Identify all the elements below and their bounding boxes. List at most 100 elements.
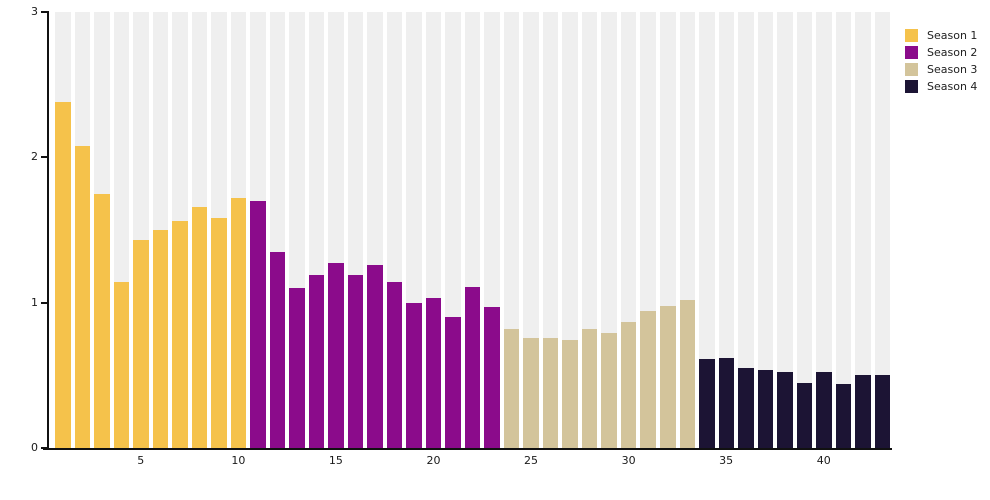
bar (601, 333, 617, 448)
bar (406, 302, 422, 448)
bar (289, 288, 305, 448)
background-band (484, 12, 500, 448)
bar (757, 369, 774, 448)
bar (796, 382, 813, 448)
bar (386, 282, 403, 448)
background-band (328, 12, 344, 448)
background-band (55, 12, 71, 448)
legend-item: Season 3 (905, 61, 977, 78)
bar (328, 263, 344, 448)
background-band (211, 12, 227, 448)
legend: Season 1 Season 2 Season 3 Season 4 (905, 27, 977, 95)
background-band (464, 12, 481, 448)
bar (874, 375, 891, 448)
legend-swatch (905, 29, 918, 42)
bar (211, 218, 227, 448)
background-band (718, 12, 735, 448)
background-band (503, 12, 520, 448)
background-band (367, 12, 383, 448)
bar (620, 321, 637, 448)
x-tick-label: 30 (621, 454, 636, 467)
background-band (874, 12, 891, 448)
bar (835, 384, 852, 448)
background-band (74, 12, 91, 448)
bar (659, 305, 676, 448)
x-tick-label: 5 (137, 454, 145, 467)
bar (191, 206, 208, 448)
bar (55, 102, 71, 448)
background-band (738, 12, 754, 448)
background-band (133, 12, 149, 448)
background-band (816, 12, 832, 448)
background-band (406, 12, 422, 448)
x-tick-label: 25 (524, 454, 539, 467)
legend-swatch (905, 80, 918, 93)
background-band (699, 12, 715, 448)
bar (94, 193, 110, 448)
bar (816, 372, 832, 448)
legend-item: Season 4 (905, 78, 977, 95)
bar-slots (53, 12, 892, 448)
background-band (835, 12, 852, 448)
legend-swatch (905, 46, 918, 59)
bar (679, 299, 696, 448)
background-band (191, 12, 208, 448)
background-band (94, 12, 110, 448)
background-band (855, 12, 871, 448)
y-tick-label: 1 (31, 295, 38, 309)
background-band (445, 12, 461, 448)
background-band (308, 12, 325, 448)
background-band (523, 12, 539, 448)
y-tick-label: 3 (31, 5, 38, 18)
background-band (152, 12, 169, 448)
background-band (620, 12, 637, 448)
x-tick-label: 40 (816, 454, 831, 467)
legend-label: Season 1 (927, 29, 978, 42)
y-tick-mark (41, 156, 48, 159)
bar (113, 282, 130, 448)
background-band (562, 12, 578, 448)
bar (464, 286, 481, 448)
legend-label: Season 3 (927, 63, 978, 76)
x-axis-line (43, 448, 892, 450)
legend-swatch (905, 63, 918, 76)
bar (425, 298, 442, 448)
background-band (777, 12, 793, 448)
bar (523, 337, 539, 448)
background-band (425, 12, 442, 448)
legend-item: Season 2 (905, 44, 977, 61)
background-band (113, 12, 130, 448)
bar (250, 200, 266, 448)
background-band (542, 12, 559, 448)
bar (640, 311, 656, 448)
legend-item: Season 1 (905, 27, 977, 44)
y-tick-label: 0 (31, 441, 38, 454)
bar (542, 337, 559, 448)
legend-label: Season 4 (927, 80, 978, 93)
y-tick-mark (41, 11, 48, 13)
bar (718, 357, 735, 448)
background-band (269, 12, 286, 448)
background-band (659, 12, 676, 448)
x-tick-label: 15 (328, 454, 343, 467)
x-tick-label: 10 (231, 454, 246, 467)
background-band (601, 12, 617, 448)
bar (269, 251, 286, 448)
bar (581, 328, 598, 448)
y-axis-line (47, 11, 49, 450)
legend-label: Season 2 (927, 46, 978, 59)
bar (172, 221, 188, 448)
bar (445, 317, 461, 448)
y-tick-mark (41, 301, 48, 304)
plot-area (53, 12, 892, 448)
bar (855, 375, 871, 448)
bar (74, 145, 91, 448)
bar (699, 359, 715, 448)
bar (230, 198, 247, 448)
bar (562, 340, 578, 448)
bar (308, 275, 325, 448)
background-band (581, 12, 598, 448)
y-tick-mark (41, 447, 48, 449)
background-band (347, 12, 364, 448)
bar (777, 372, 793, 448)
